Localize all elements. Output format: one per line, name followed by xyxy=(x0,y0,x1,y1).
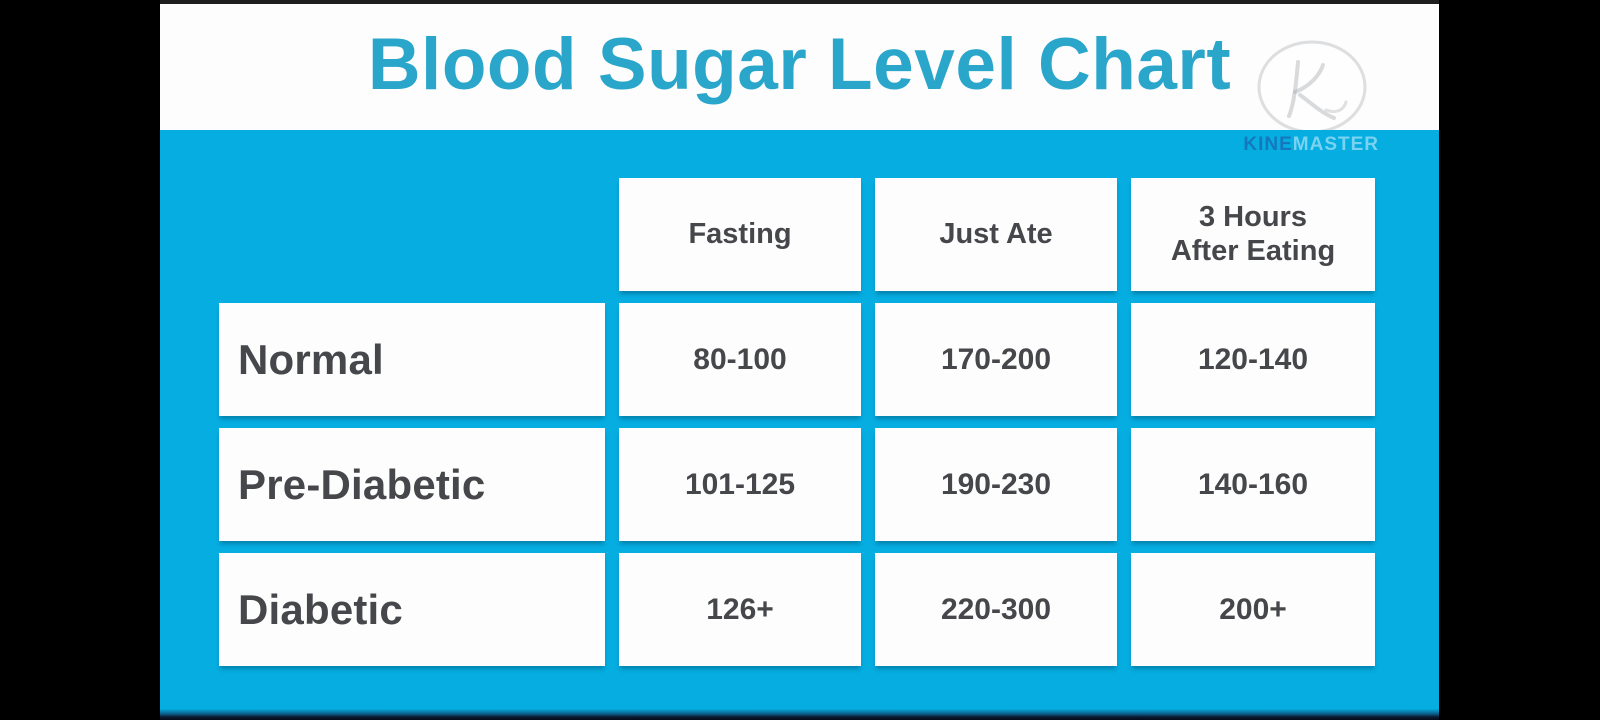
watermark-master-text: MASTER xyxy=(1292,134,1379,155)
kinemaster-watermark: KINE MASTER xyxy=(1243,133,1379,157)
cell-pre-diabetic-just-ate: 190-230 xyxy=(875,428,1117,541)
bottom-strip xyxy=(160,704,1439,720)
cell-diabetic-just-ate: 220-300 xyxy=(875,553,1117,666)
cell-diabetic-after-eating: 200+ xyxy=(1131,553,1375,666)
row-label-diabetic: Diabetic xyxy=(219,553,605,666)
letterbox-left xyxy=(0,0,160,720)
table-corner-spacer xyxy=(219,178,605,291)
column-header-just-ate: Just Ate xyxy=(875,178,1117,291)
page-title: Blood Sugar Level Chart xyxy=(367,23,1232,105)
kinemaster-logo-icon xyxy=(1257,40,1367,130)
column-header-3-hours-after-eating: 3 Hours After Eating xyxy=(1131,178,1375,291)
row-label-normal: Normal xyxy=(219,303,605,416)
letterbox-right xyxy=(1439,0,1600,720)
row-label-pre-diabetic: Pre-Diabetic xyxy=(219,428,605,541)
slide-content: Blood Sugar Level Chart KINE MASTER Fasti… xyxy=(160,0,1439,720)
cell-pre-diabetic-after-eating: 140-160 xyxy=(1131,428,1375,541)
blood-sugar-table: Fasting Just Ate 3 Hours After Eating No… xyxy=(219,178,1375,666)
cell-diabetic-fasting: 126+ xyxy=(619,553,861,666)
watermark-kine-text: KINE xyxy=(1243,134,1293,155)
cell-normal-just-ate: 170-200 xyxy=(875,303,1117,416)
cell-normal-fasting: 80-100 xyxy=(619,303,861,416)
cell-pre-diabetic-fasting: 101-125 xyxy=(619,428,861,541)
cell-normal-after-eating: 120-140 xyxy=(1131,303,1375,416)
top-border-line xyxy=(160,0,1439,4)
column-header-fasting: Fasting xyxy=(619,178,861,291)
title-banner: Blood Sugar Level Chart xyxy=(160,4,1439,130)
